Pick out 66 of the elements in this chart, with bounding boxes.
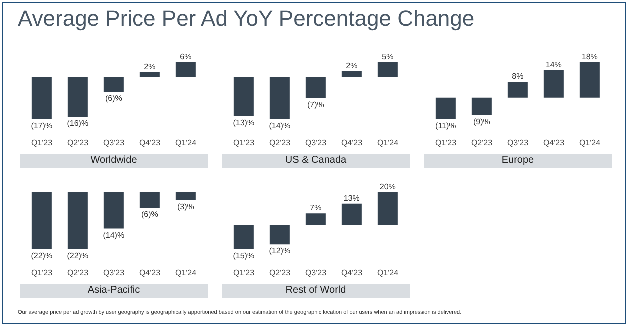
bar [544, 70, 564, 98]
data-label: 18% [582, 52, 598, 62]
bar [306, 214, 326, 226]
data-label: 8% [512, 72, 524, 82]
data-label: (14)% [103, 230, 125, 240]
chart-title: Average Price Per Ad YoY Percentage Change [18, 6, 475, 32]
x-tick-label: Q2'23 [67, 138, 90, 148]
data-label: 5% [382, 52, 394, 62]
data-label: 14% [546, 60, 562, 70]
x-axis-title: Worldwide [20, 154, 208, 168]
data-label: (11)% [436, 121, 456, 130]
data-label: (13)% [233, 118, 255, 128]
x-tick-label: Q1'23 [233, 268, 256, 278]
data-label: (6)% [141, 210, 158, 220]
x-tick-label: Q3'23 [305, 268, 328, 278]
data-label: (7)% [307, 100, 324, 110]
bar [472, 98, 492, 116]
bar [436, 98, 456, 120]
x-tick-label: Q1'23 [31, 268, 54, 278]
bar [342, 204, 362, 226]
x-tick-label: Q2'23 [269, 268, 292, 278]
data-label: (15)% [233, 251, 255, 260]
data-label: 2% [144, 62, 156, 72]
data-label: 6% [180, 52, 192, 62]
bar [378, 192, 398, 226]
x-tick-label: Q2'23 [269, 138, 292, 148]
data-label: 20% [380, 182, 396, 192]
x-tick-label: Q1'23 [31, 138, 54, 148]
x-tick-label: Q3'23 [103, 138, 126, 148]
data-label: (9)% [473, 118, 490, 127]
bar [270, 225, 290, 245]
x-tick-label: Q4'23 [341, 268, 364, 278]
x-tick-label: Q1'24 [175, 268, 198, 278]
data-label: (6)% [105, 94, 122, 104]
x-tick-label: Q3'23 [305, 138, 328, 148]
data-label: (22)% [31, 251, 53, 260]
data-label: (3)% [177, 202, 194, 212]
data-label: (22)% [67, 251, 89, 260]
x-tick-label: Q1'24 [377, 138, 400, 148]
data-label: (12)% [269, 246, 291, 256]
x-tick-label: Q3'23 [103, 268, 126, 278]
bar [580, 62, 600, 98]
data-label: (14)% [269, 121, 291, 130]
x-tick-label: Q1'24 [377, 268, 400, 278]
x-tick-label: Q1'23 [435, 138, 458, 148]
data-label: (16)% [67, 118, 89, 128]
x-axis-title: Asia-Pacific [20, 284, 208, 298]
data-label: 13% [344, 194, 360, 203]
x-tick-label: Q1'24 [175, 138, 198, 148]
x-tick-label: Q4'23 [341, 138, 364, 148]
x-tick-label: Q4'23 [543, 138, 566, 148]
x-tick-label: Q4'23 [139, 268, 162, 278]
x-tick-label: Q1'24 [579, 138, 602, 148]
x-axis-title: Rest of World [222, 284, 410, 298]
x-tick-label: Q1'23 [233, 138, 256, 148]
x-tick-label: Q2'23 [67, 268, 90, 278]
x-tick-label: Q3'23 [507, 138, 530, 148]
x-tick-label: Q2'23 [471, 138, 494, 148]
data-label: (17)% [31, 121, 53, 130]
data-label: 2% [346, 62, 358, 71]
x-axis-title: Europe [424, 154, 612, 168]
data-label: 7% [310, 204, 322, 213]
bar [508, 82, 528, 98]
x-axis-title: US & Canada [222, 154, 410, 168]
bar [234, 225, 254, 250]
x-tick-label: Q4'23 [139, 138, 162, 148]
